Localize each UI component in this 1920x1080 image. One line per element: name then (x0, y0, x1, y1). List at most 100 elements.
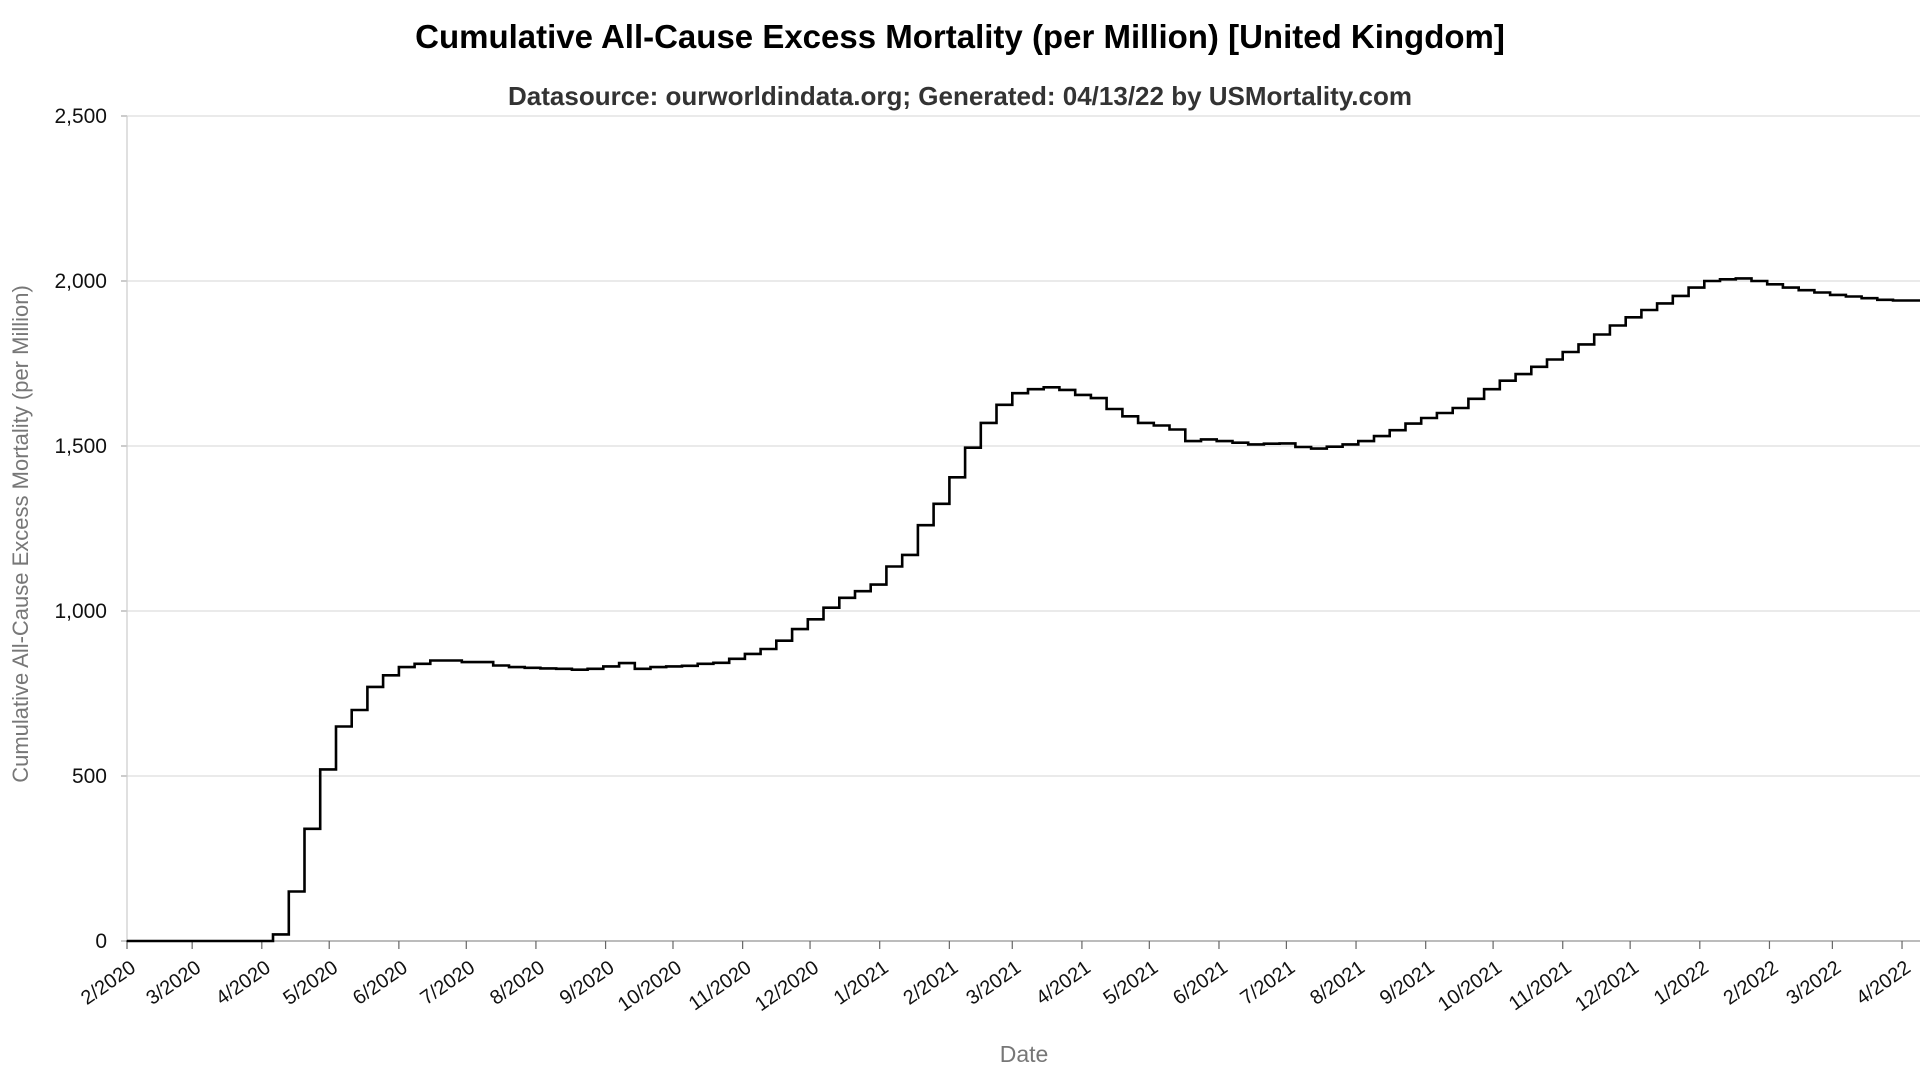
data-point (917, 524, 919, 526)
data-point (492, 664, 495, 667)
data-point (1200, 438, 1202, 441)
data-point (1609, 324, 1611, 327)
data-point (1247, 443, 1249, 446)
x-tick-label: 11/2021 (1505, 957, 1576, 1016)
data-point (1231, 441, 1234, 444)
data-point (288, 890, 290, 893)
data-point (1766, 283, 1768, 286)
x-tick-label: 5/2021 (1099, 957, 1162, 1010)
data-point (1278, 442, 1281, 445)
data-point (586, 668, 589, 670)
y-tick-label: 1,500 (54, 435, 107, 458)
data-point (1876, 299, 1879, 301)
x-tick-label: 12/2020 (751, 957, 823, 1016)
data-point (1294, 446, 1297, 448)
data-point (1656, 302, 1658, 305)
data-point (1263, 442, 1265, 445)
data-point (1027, 388, 1029, 391)
data-point (1530, 366, 1533, 368)
x-axis: 2/2020 3/2020 4/2020 5/2020 6/2020 7/2020 8/20… (77, 940, 1920, 1016)
x-tick-label: 4/2020 (212, 957, 275, 1010)
data-point (1561, 351, 1564, 353)
data-point (1310, 447, 1312, 450)
data-point (1121, 415, 1124, 418)
data-point (270, 940, 272, 942)
data-point (398, 666, 400, 668)
data-point (1672, 295, 1674, 297)
gridlines (127, 115, 1920, 942)
data-point (759, 648, 762, 650)
data-point (791, 628, 793, 630)
data-point (1687, 286, 1690, 289)
data-point (1845, 295, 1847, 298)
data-point (1546, 358, 1548, 361)
y-tick-label: 1,000 (54, 600, 107, 623)
data-point (854, 590, 856, 592)
data-point (1404, 422, 1407, 425)
data-point (634, 668, 636, 670)
data-point (869, 583, 872, 586)
data-point (571, 668, 573, 671)
data-point (1782, 286, 1784, 289)
data-point (126, 940, 128, 942)
data-point (1420, 417, 1422, 419)
series-layer (126, 277, 1920, 943)
data-point (1451, 407, 1454, 409)
data-point (335, 725, 337, 728)
data-point (1640, 309, 1643, 311)
data-point (1388, 429, 1391, 432)
data-point (429, 659, 432, 662)
data-point (885, 565, 888, 568)
data-point (964, 446, 966, 449)
data-point (1467, 398, 1470, 400)
x-tick-label: 2/2022 (1720, 957, 1783, 1010)
y-tick-label: 2,000 (54, 270, 107, 293)
data-point (1892, 299, 1894, 302)
data-point (555, 668, 557, 670)
data-point (775, 639, 778, 642)
x-tick-label: 6/2020 (349, 957, 412, 1010)
y-tick-label: 500 (72, 765, 107, 788)
data-point (1735, 277, 1737, 280)
data-point (319, 768, 322, 771)
data-point (366, 686, 369, 688)
chart-title: Cumulative All-Cause Excess Mortality (p… (415, 18, 1505, 55)
data-point (1624, 316, 1627, 319)
data-point (1058, 389, 1061, 391)
data-point (1719, 278, 1721, 281)
data-point (838, 597, 841, 599)
data-point (1326, 445, 1328, 448)
data-point (1577, 343, 1580, 346)
x-tick-label: 4/2021 (1032, 957, 1095, 1010)
data-point (1373, 435, 1375, 437)
data-point (303, 828, 306, 830)
x-tick-label: 4/2022 (1852, 957, 1915, 1010)
data-point (523, 667, 526, 669)
data-point (712, 662, 715, 664)
x-tick-label: 3/2020 (142, 957, 205, 1010)
data-point (649, 666, 652, 668)
data-point (1090, 397, 1092, 399)
x-tick-label: 1/2021 (830, 957, 893, 1010)
x-tick-label: 8/2020 (486, 957, 549, 1010)
data-point (618, 662, 620, 664)
data-point (932, 503, 935, 505)
x-tick-label: 5/2020 (279, 957, 342, 1010)
y-tick-label: 0 (95, 930, 107, 953)
data-point (1829, 294, 1831, 296)
data-point (807, 618, 809, 621)
y-tick-label: 2,500 (54, 105, 107, 128)
data-point (901, 554, 903, 556)
data-point (1860, 297, 1863, 300)
data-point (995, 404, 998, 406)
data-point (1797, 289, 1800, 292)
data-point (413, 663, 416, 665)
x-tick-label: 2/2021 (900, 957, 963, 1010)
data-point (1184, 440, 1187, 442)
data-point (1011, 392, 1014, 395)
data-point (681, 665, 683, 667)
x-tick-label: 6/2021 (1169, 957, 1232, 1010)
data-point (1341, 443, 1344, 446)
data-point (1813, 291, 1816, 294)
data-point (1593, 333, 1595, 336)
